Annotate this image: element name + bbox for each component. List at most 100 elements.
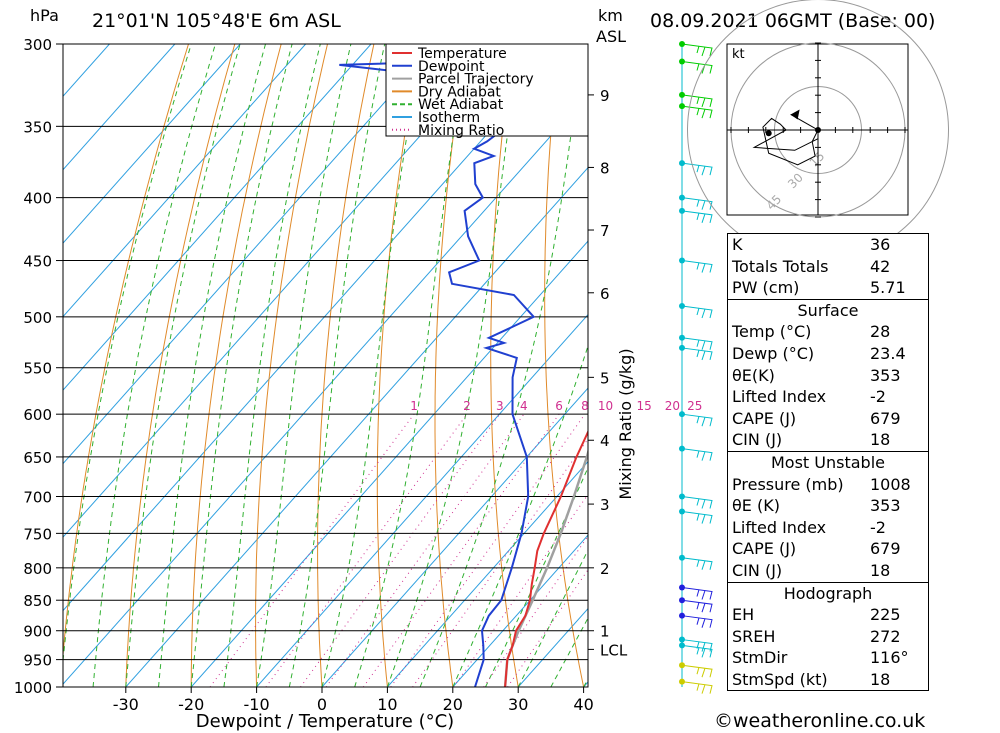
pressure-label: 300 (23, 36, 52, 54)
index-name: CIN (J) (732, 560, 783, 580)
index-value: 36 (870, 235, 891, 254)
dry-adiabat-line (317, 44, 375, 687)
dry-adiabat-line (125, 44, 236, 687)
wind-barb-feather (696, 199, 700, 207)
legend-entry: Mixing Ratio (418, 123, 504, 139)
wind-barb-feather (696, 683, 700, 691)
index-name: θE (K) (732, 496, 780, 516)
wind-barb-feather (696, 513, 700, 521)
mixing-ratio-line (300, 413, 501, 687)
mixing-ratio-line (325, 413, 525, 687)
pressure-label: 350 (23, 118, 52, 136)
wind-barb (681, 644, 713, 658)
mixing-ratio-label: 8 (581, 399, 589, 413)
index-value: 23.4 (870, 343, 906, 363)
wind-barb-feather (701, 590, 706, 600)
wind-barb (681, 162, 713, 176)
pressure-label: 450 (23, 253, 52, 271)
wind-barb-feather (696, 416, 700, 424)
isotherm-line (63, 44, 176, 171)
wind-barb-feather (701, 684, 706, 694)
wind-barb-feather (701, 108, 706, 119)
wind-barb (681, 448, 713, 461)
wind-barb-feather (696, 589, 700, 597)
index-name: θE(K) (732, 365, 775, 385)
wind-barb-feather (696, 617, 700, 625)
wind-barb-feather (696, 96, 700, 105)
isotherm-line (190, 240, 588, 687)
wet-adiabat-line (517, 549, 588, 687)
wind-barb-feather (701, 350, 706, 361)
surface-index-row: CAPE (J) 679 (728, 408, 928, 430)
index-value: 18 (870, 430, 891, 450)
mixing-ratio-label: 10 (598, 399, 613, 413)
km-label: km (598, 6, 623, 25)
index-name: EH (732, 605, 755, 625)
index-value: 18 (870, 560, 891, 580)
wind-barb-feather (701, 451, 706, 461)
wind-barb-feather (701, 618, 706, 628)
km-label: 9 (600, 87, 610, 105)
index-value: 225 (870, 605, 901, 625)
dry-adiabat-line (976, 44, 1000, 687)
general-index-row: Totals Totals 42 (728, 256, 928, 278)
wind-barb-feather (701, 166, 706, 176)
wind-barbs (679, 41, 713, 694)
wind-barb (681, 496, 713, 509)
wind-barb-feather (696, 307, 700, 316)
isotherm-line (63, 44, 307, 318)
index-value: 116° (870, 648, 909, 668)
general-index-row: PW (cm) 5.71 (728, 277, 928, 299)
index-name: CIN (J) (732, 430, 783, 450)
wind-barb (681, 347, 713, 361)
temperature-label: -30 (113, 695, 139, 714)
storm-motion-arrowhead (790, 109, 800, 120)
temperature-label: 20 (443, 695, 463, 714)
index-value: 272 (870, 626, 901, 646)
wind-barb-feather (696, 262, 700, 270)
wind-barb-feather (701, 603, 706, 613)
wind-barb (681, 210, 713, 223)
km-label: 6 (600, 285, 610, 303)
temperature-line (504, 429, 588, 687)
unstable-index-row: CIN (J) 18 (728, 560, 928, 582)
isotherm-line (63, 93, 588, 685)
wet-adiabat-line (125, 44, 241, 687)
isotherm-line (452, 534, 588, 687)
legend-entry: Isotherm (418, 110, 480, 126)
dry-adiabat-line (376, 44, 421, 687)
wet-adiabat-line (63, 44, 192, 666)
mixing-ratio-label: 4 (520, 399, 528, 413)
index-name: Lifted Index (732, 387, 827, 407)
isotherm-line (63, 44, 437, 465)
legend-box (385, 43, 589, 137)
pressure-unit-label: hPa (30, 6, 59, 25)
wind-barb (681, 557, 713, 570)
wind-barb-feather (696, 602, 700, 610)
wind-barb-feather (701, 499, 706, 509)
temperature-label: -20 (178, 695, 204, 714)
pressure-label: 850 (23, 592, 52, 610)
hodograph-index-row: StmDir 116° (728, 647, 928, 669)
wind-barb-feather (701, 200, 706, 210)
wind-barb-feather (701, 263, 706, 273)
index-name: Pressure (mb) (732, 474, 844, 494)
pressure-label: 950 (23, 652, 52, 670)
legend-entry: Wet Adiabat (418, 97, 504, 113)
hodograph-trace (752, 117, 819, 166)
temperature-label: 30 (508, 695, 528, 714)
index-value: 679 (870, 408, 901, 428)
legend-entry: Parcel Trajectory (418, 72, 534, 88)
unstable-index-row: θE (K) 353 (728, 495, 928, 517)
index-value: -2 (870, 387, 886, 407)
mixing-ratio-line (507, 568, 588, 687)
mixing-ratio-line (412, 438, 588, 687)
hodograph-point (765, 130, 772, 137)
surface-index-row: Lifted Index -2 (728, 386, 928, 408)
temperature-label: 40 (573, 695, 593, 714)
wind-barb-feather (696, 107, 700, 116)
asl-label: ASL (596, 27, 627, 46)
wind-barb (681, 615, 713, 628)
wind-barb-feather (701, 642, 706, 652)
